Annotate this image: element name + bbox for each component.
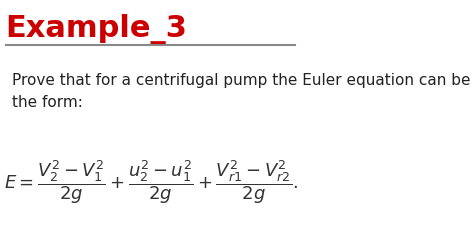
Text: Prove that for a centrifugal pump the Euler equation can be given by
the form:: Prove that for a centrifugal pump the Eu… — [12, 73, 474, 110]
Text: Example_3: Example_3 — [6, 14, 188, 44]
Text: $E = \dfrac{V_2^2 - V_1^2}{2g} + \dfrac{u_2^2 - u_1^2}{2g} + \dfrac{V_{r1}^2 - V: $E = \dfrac{V_2^2 - V_1^2}{2g} + \dfrac{… — [3, 158, 298, 206]
